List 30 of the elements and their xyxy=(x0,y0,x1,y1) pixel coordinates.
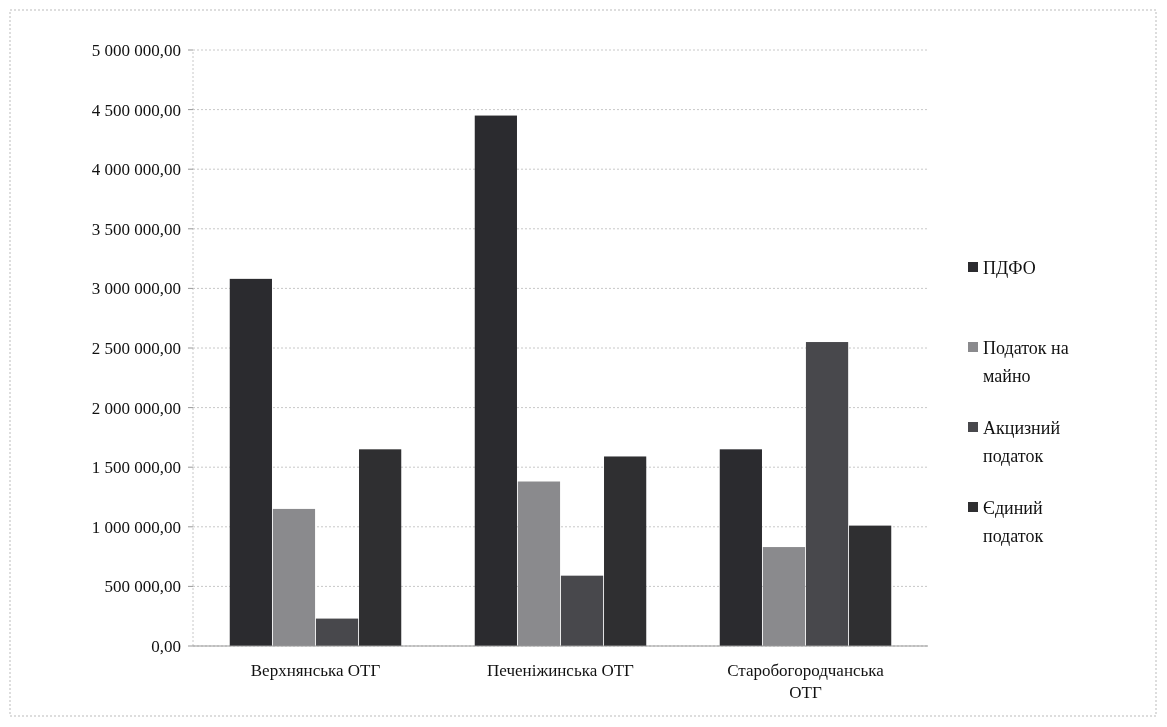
bar xyxy=(762,547,806,646)
x-tick-label: Печеніжинська ОТГ xyxy=(487,661,635,680)
bar xyxy=(229,278,272,646)
y-tick-label: 1 500 000,00 xyxy=(91,458,181,478)
legend-label: ПДФО xyxy=(983,258,1036,279)
bar xyxy=(474,115,517,646)
legend-label: Акцизний податок xyxy=(983,418,1061,467)
bar xyxy=(805,342,849,646)
y-tick-label: 3 500 000,00 xyxy=(91,219,181,239)
y-tick-label: 0,00 xyxy=(151,636,181,656)
x-tick-label: Старобогородчанська ОТГ xyxy=(727,661,885,702)
bar xyxy=(849,525,892,646)
y-tick-label: 2 000 000,00 xyxy=(91,398,181,418)
bar xyxy=(560,575,604,646)
legend-label: Податок на майно xyxy=(983,338,1069,387)
bar xyxy=(315,618,359,646)
y-tick-label: 2 500 000,00 xyxy=(91,338,181,358)
y-tick-label: 4 000 000,00 xyxy=(91,160,181,180)
y-tick-label: 500 000,00 xyxy=(104,577,181,597)
bar xyxy=(517,481,561,646)
y-tick-label: 3 000 000,00 xyxy=(91,279,181,299)
y-tick-label: 1 000 000,00 xyxy=(91,517,181,537)
bar xyxy=(719,449,762,646)
bar xyxy=(359,449,402,646)
x-tick-label: Верхнянська ОТГ xyxy=(250,661,381,680)
bar xyxy=(272,508,316,646)
legend-label: Єдиний податок xyxy=(983,498,1044,547)
y-tick-label: 5 000 000,00 xyxy=(91,40,181,60)
bar xyxy=(604,456,647,646)
y-tick-label: 4 500 000,00 xyxy=(91,100,181,120)
